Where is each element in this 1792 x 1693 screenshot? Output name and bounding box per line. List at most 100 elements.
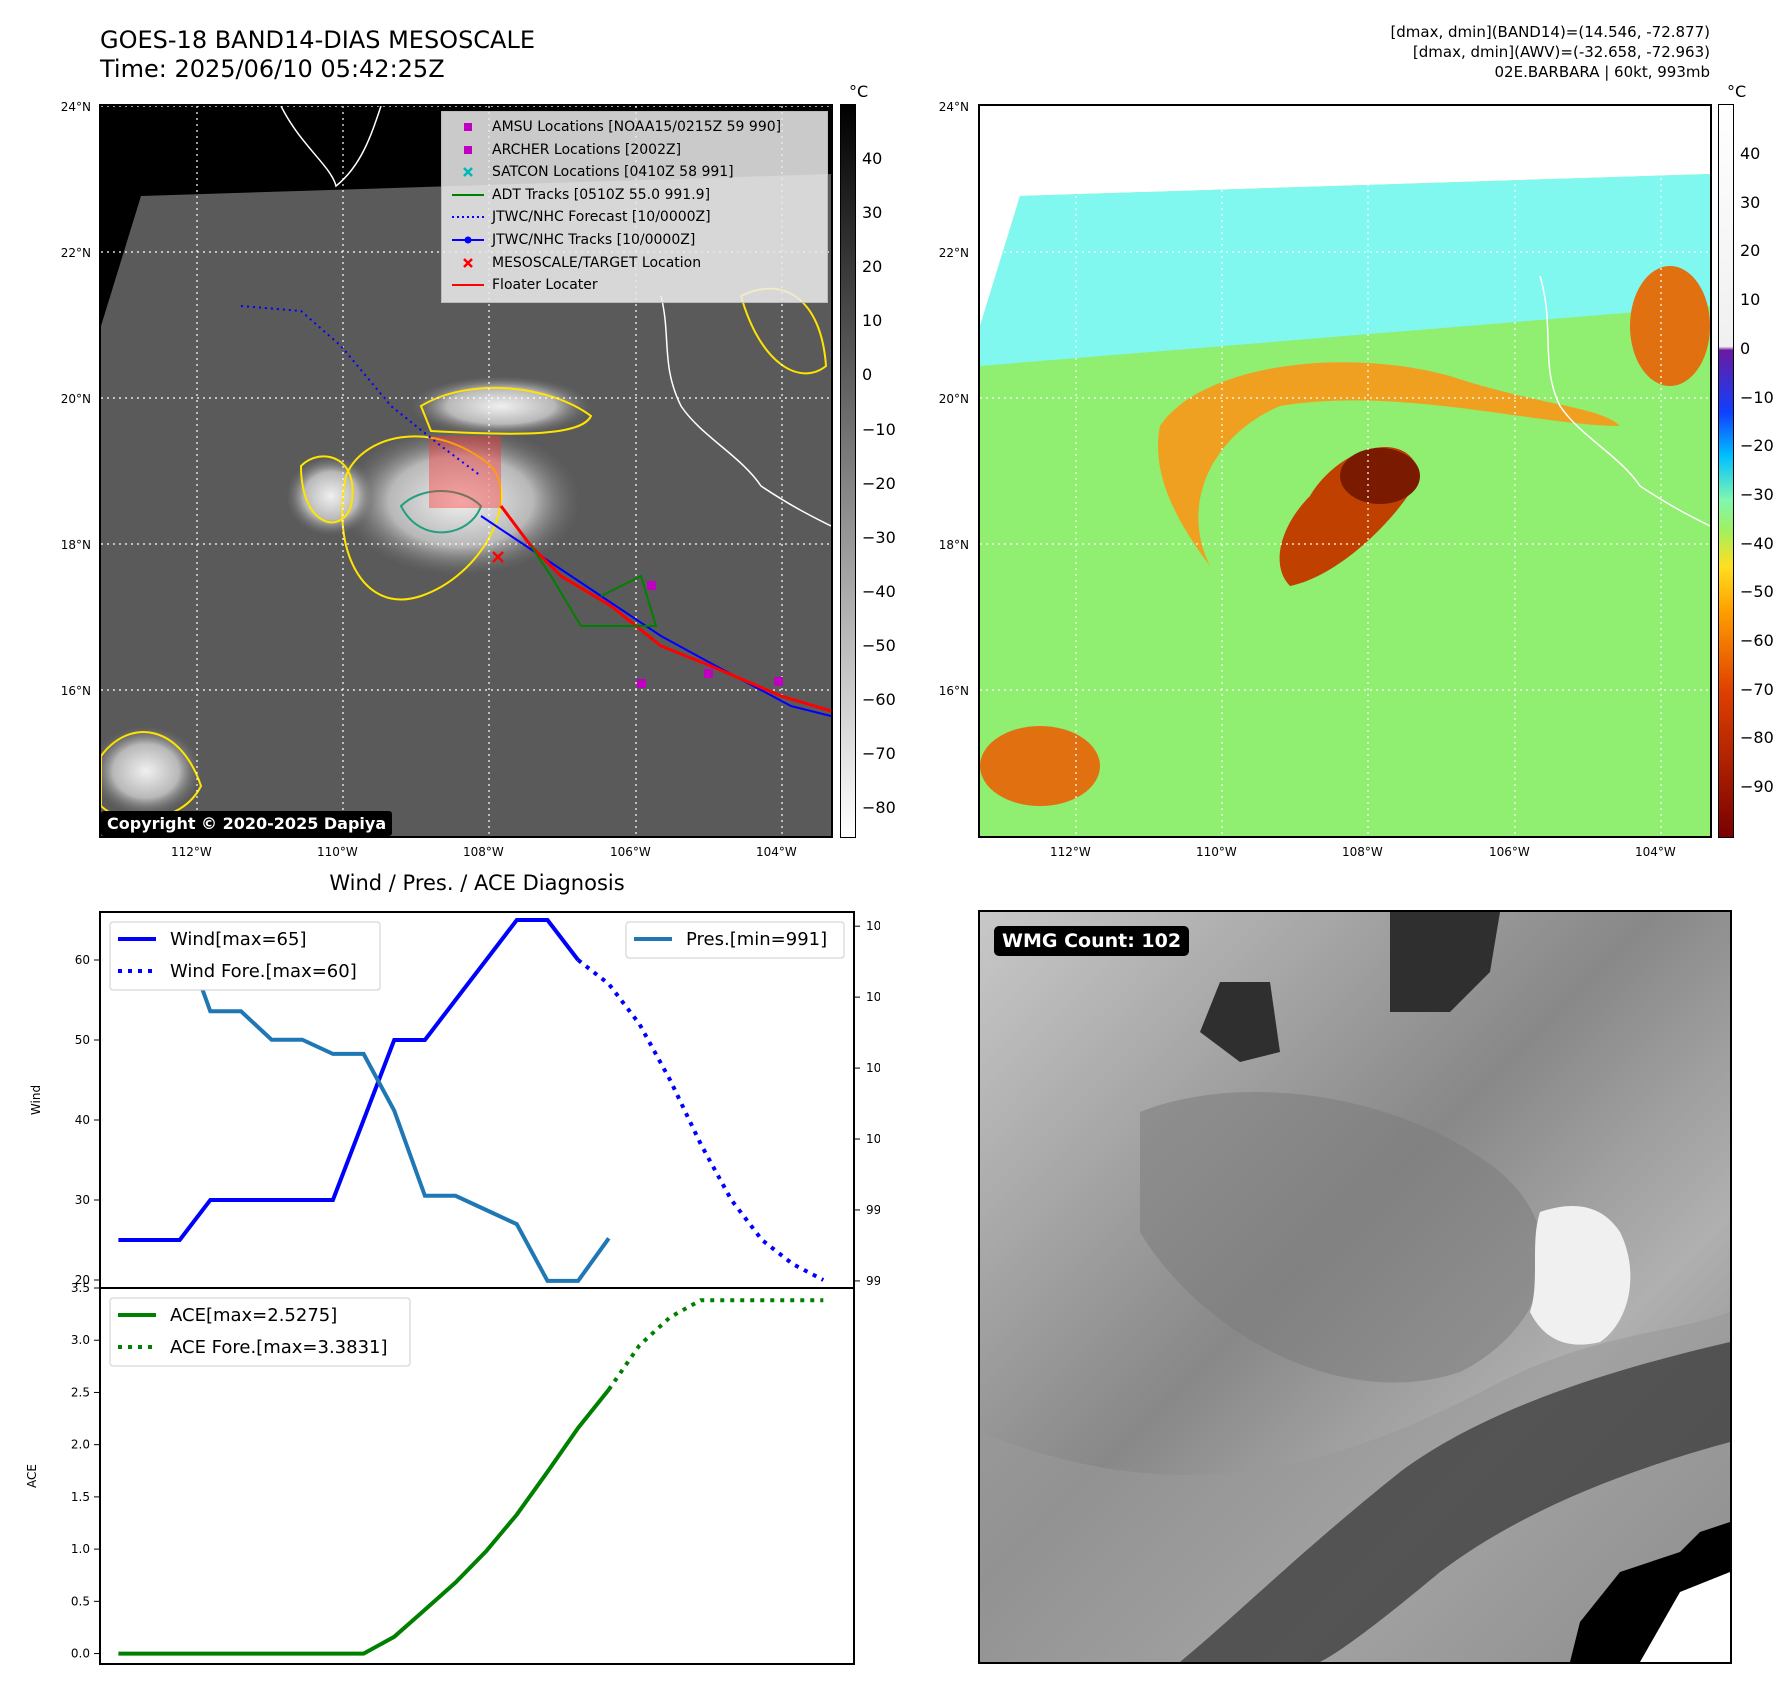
- diag-chart: Wind / Pres. / ACE Diagnosis 20 30 40 50 60 99…: [25, 871, 880, 1665]
- ace-forecast-legend-label: ACE Fore.[max=3.3831]: [170, 1337, 388, 1358]
- awv-lon-tick: 106°W: [1489, 845, 1530, 859]
- ir-lat-ticks: 24°N 22°N 20°N 18°N 16°N: [50, 100, 95, 840]
- pres-ytick-label: 990: [866, 1274, 880, 1288]
- awv-colorbar: [1718, 104, 1734, 838]
- colorbar-tick-label: 20: [1740, 241, 1761, 261]
- ir-lon-tick: 108°W: [463, 845, 504, 859]
- ir-contour-north: [419, 386, 593, 435]
- pres-ytick-label: 1015: [866, 919, 880, 933]
- awv-lat-ticks: 24°N 22°N 20°N 18°N 16°N: [928, 100, 973, 840]
- colorbar-tick-label: −40: [862, 581, 896, 601]
- mesoscale-box: [429, 436, 501, 508]
- wmg-dark-patch-mid: [1200, 982, 1280, 1062]
- ir-cold-cloud-west: [286, 456, 376, 536]
- awv-lat-tick: 22°N: [938, 246, 969, 260]
- legend-symbol: [450, 274, 486, 296]
- legend-entry: JTWC/NHC Tracks [10/0000Z]: [450, 229, 695, 251]
- colorbar-tick-label: 40: [862, 149, 883, 168]
- colorbar-tick-label: −90: [1740, 777, 1774, 797]
- ir-cold-cloud-sw: [101, 726, 201, 816]
- legend-symbol: [450, 229, 486, 251]
- ace-ylabel: ACE: [25, 1464, 39, 1488]
- legend-entry: Floater Locater: [450, 274, 598, 296]
- legend-symbol: [450, 161, 486, 183]
- colorbar-tick-label: 0: [862, 365, 873, 385]
- awv-lon-tick: 108°W: [1342, 845, 1383, 859]
- copyright-badge: Copyright © 2020-2025 Dapiya: [101, 811, 393, 836]
- legend-label: MESOSCALE/TARGET Location: [492, 254, 702, 271]
- ir-lon-tick: 110°W: [317, 845, 358, 859]
- ir-contour-inner: [399, 490, 483, 534]
- amsu-archer-markers: [637, 581, 783, 688]
- legend-label: AMSU Locations [NOAA15/0215Z 59 990]: [492, 119, 782, 135]
- legend-label: JTWC/NHC Tracks [10/0000Z]: [492, 232, 696, 248]
- awv-moist-sw: [980, 726, 1100, 806]
- ir-lat-tick: 16°N: [60, 684, 91, 698]
- legend-label: ADT Tracks [0510Z 55.0 991.9]: [492, 186, 711, 203]
- title-line-1: GOES-18 BAND14-DIAS MESOSCALE: [100, 26, 536, 54]
- stats-band14: [dmax, dmin](BAND14)=(14.546, -72.877): [1390, 23, 1710, 41]
- wind-forecast-legend-label: Wind Fore.[max=60]: [170, 961, 357, 982]
- stats-storm: 02E.BARBARA | 60kt, 993mb: [1494, 63, 1710, 81]
- awv-gridlines: [980, 106, 1710, 836]
- colorbar-tick-label: 10: [1740, 290, 1761, 310]
- colorbar-tick-label: −80: [862, 798, 896, 818]
- colorbar-tick-label: 40: [1740, 144, 1761, 163]
- ace-ytick-label: 0.0: [71, 1647, 90, 1661]
- adt-track: [530, 545, 658, 627]
- wmg-white-patch: [1640, 1572, 1730, 1662]
- legend-label: JTWC/NHC Forecast [10/0000Z]: [492, 209, 711, 226]
- ace-ytick-label: 3.5: [71, 1281, 90, 1295]
- colorbar-tick-label: −30: [862, 527, 896, 547]
- colorbar-tick-label: −50: [1740, 582, 1774, 602]
- ir-lat-tick: 20°N: [60, 392, 91, 406]
- ir-lat-tick: 22°N: [60, 246, 91, 260]
- ace-ytick-label: 2.5: [71, 1385, 90, 1399]
- wind-ytick-label: 20: [75, 1273, 90, 1287]
- wmg-bright-cell: [1530, 1206, 1631, 1345]
- legend-entry: AMSU Locations [NOAA15/0215Z 59 990]: [450, 116, 781, 138]
- colorbar-tick-label: −40: [1740, 533, 1774, 553]
- diag-title: Wind / Pres. / ACE Diagnosis: [329, 871, 624, 895]
- awv-lat-tick: 20°N: [938, 392, 969, 406]
- wmg-panel: WMG Count: 102: [978, 910, 1732, 1664]
- ir-lon-tick: 104°W: [756, 845, 797, 859]
- colorbar-tick-label: −30: [1740, 484, 1774, 504]
- ir-lon-ticks: 112°W 110°W 108°W 106°W 104°W: [99, 845, 833, 865]
- awv-moist-east: [1630, 266, 1710, 386]
- awv-lat-tick: 16°N: [938, 684, 969, 698]
- pres-ytick-label: 1000: [866, 1132, 880, 1146]
- ace-legend-label: ACE[max=2.5275]: [170, 1305, 337, 1326]
- legend-entry: ARCHER Locations [2002Z]: [450, 139, 681, 161]
- ir-legend: AMSU Locations [NOAA15/0215Z 59 990] ARCH…: [441, 111, 828, 303]
- legend-label: ARCHER Locations [2002Z]: [492, 141, 682, 158]
- legend-symbol: [450, 206, 486, 228]
- wind-ytick-label: 60: [75, 953, 90, 967]
- colorbar-tick-label: 30: [862, 203, 883, 223]
- ir-lon-tick: 112°W: [171, 845, 212, 859]
- pres-legend-label: Pres.[min=991]: [686, 929, 827, 950]
- colorbar-tick-label: 20: [862, 257, 883, 277]
- awv-lat-tick: 24°N: [938, 100, 969, 114]
- figure-title: GOES-18 BAND14-DIAS MESOSCALE Time: 2025…: [100, 26, 535, 84]
- colorbar-tick-label: −80: [1740, 728, 1774, 748]
- awv-map-image: [980, 106, 1710, 836]
- colorbar-tick-label: −10: [862, 419, 896, 439]
- ir-contour-core: [341, 435, 503, 601]
- awv-lon-ticks: 112°W 110°W 108°W 106°W 104°W: [978, 845, 1712, 865]
- ace-ytick-label: 3.0: [71, 1333, 90, 1347]
- awv-lon-tick: 112°W: [1050, 845, 1091, 859]
- ir-lon-tick: 106°W: [610, 845, 651, 859]
- awv-lon-tick: 110°W: [1196, 845, 1237, 859]
- stats-awv: [dmax, dmin](AWV)=(-32.658, -72.963): [1412, 43, 1710, 61]
- legend-symbol: [450, 184, 486, 206]
- ace-ytick-label: 1.5: [71, 1490, 90, 1504]
- ir-colorbar-unit: °C: [849, 82, 869, 101]
- ir-cold-cloud-core: [341, 426, 581, 576]
- ir-coastline-baja: [280, 106, 382, 188]
- awv-dry-band: [980, 174, 1710, 366]
- wind-ytick-label: 50: [75, 1033, 90, 1047]
- ir-colorbar-ticks: 40 30 20 10 0 −10 −20 −30 −40 −50 −60 −70 −80: [862, 104, 902, 836]
- legend-symbol: [450, 252, 486, 274]
